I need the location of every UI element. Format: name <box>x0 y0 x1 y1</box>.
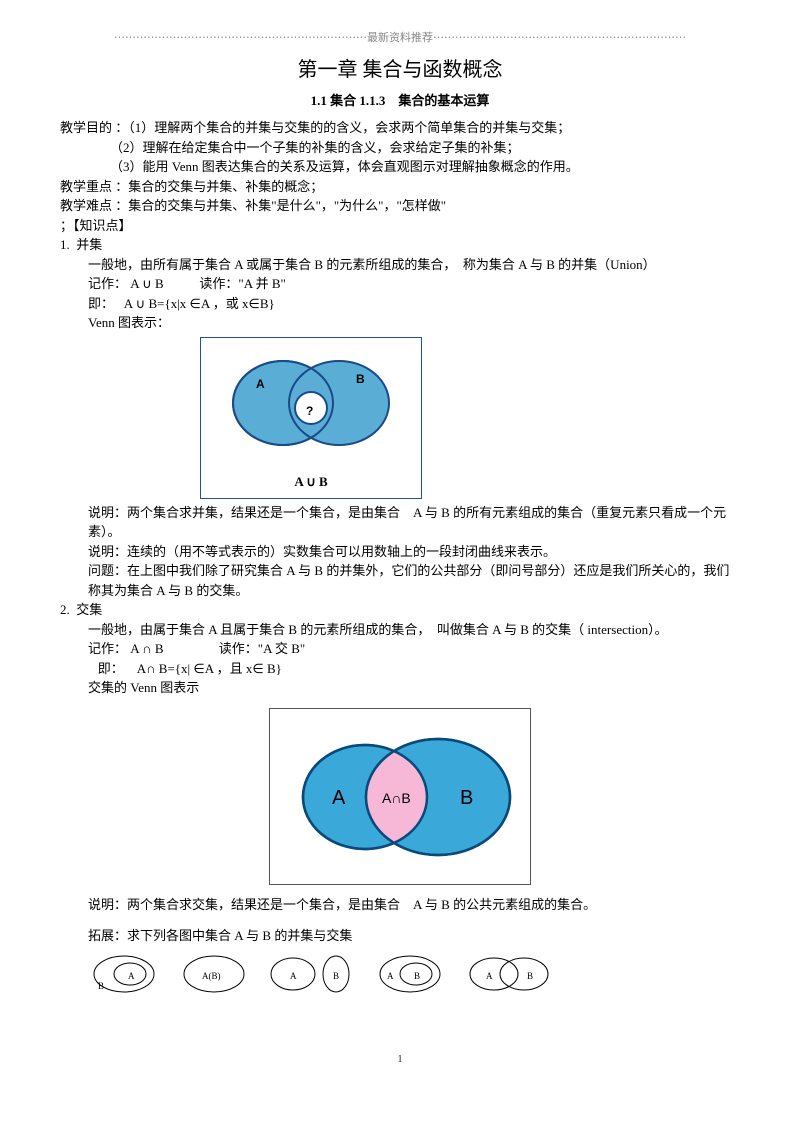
union-venn-label: Venn 图表示： <box>60 313 740 333</box>
intersection-notation: 记作： A ∩ B 读作："A 交 B" <box>60 639 740 659</box>
svg-text:B: B <box>527 971 533 981</box>
section-title: 1.1 集合 1.1.3 集合的基本运算 <box>60 91 740 111</box>
intersection-center-label: A∩B <box>382 790 411 806</box>
svg-text:A(B): A(B) <box>202 971 221 981</box>
objective-3: （3）能用 Venn 图表达集合的关系及运算，体会直观图示对理解抽象概念的作用。 <box>60 157 740 177</box>
svg-text:A: A <box>387 971 394 981</box>
intersection-header: 2. 交集 <box>60 600 740 620</box>
small-diagrams-row: BA A(B) AB AB AB <box>60 952 740 996</box>
union-caption: A ∪ B <box>201 472 421 492</box>
svg-text:B: B <box>414 971 420 981</box>
objective-2: （2）理解在给定集合中一个子集的补集的含义，会求给定子集的补集； <box>60 138 740 158</box>
knowledge-label: ；【知识点】 <box>60 216 740 236</box>
header-dotted: ⋯⋯⋯⋯⋯⋯⋯⋯⋯⋯⋯⋯⋯⋯⋯⋯⋯⋯⋯⋯⋯⋯⋯最新资料推荐⋯⋯⋯⋯⋯⋯⋯⋯⋯⋯⋯… <box>60 30 740 47</box>
union-label-a: A <box>256 377 265 391</box>
intersection-note1: 说明：两个集合求交集，结果还是一个集合，是由集合 A 与 B 的公共元素组成的集… <box>60 895 740 915</box>
svg-text:A: A <box>290 971 297 981</box>
small-venn-3: AB <box>268 952 356 996</box>
intersection-label-a: A <box>332 787 346 809</box>
intersection-extension: 拓展：求下列各图中集合 A 与 B 的并集与交集 <box>60 926 740 946</box>
intersection-label-b: B <box>460 787 473 809</box>
intersection-venn-label: 交集的 Venn 图表示 <box>60 678 740 698</box>
svg-text:B: B <box>98 981 104 991</box>
union-formula: 即： A ∪ B={x|x ∈A ，或 x∈B} <box>60 294 740 314</box>
chapter-title: 第一章 集合与函数概念 <box>60 55 740 85</box>
intersection-formula: 即： A∩ B={x| ∈A ，且 x∈ B} <box>60 659 740 679</box>
focus: 教学重点 ：集合的交集与并集、补集的概念； <box>60 177 740 197</box>
svg-text:A: A <box>128 971 135 981</box>
union-note1: 说明：两个集合求并集，结果还是一个集合，是由集合 A 与 B 的所有元素组成的集… <box>60 503 740 542</box>
intersection-venn-diagram: A B A∩B <box>269 708 531 885</box>
svg-text:A: A <box>486 971 493 981</box>
union-notation: 记作： A ∪ B 读作："A 并 B" <box>60 274 740 294</box>
union-qmark: ? <box>306 404 313 418</box>
small-venn-5: AB <box>464 952 552 996</box>
union-note2: 说明：连续的（用不等式表示的）实数集合可以用数轴上的一段封闭曲线来表示。 <box>60 542 740 562</box>
svg-text:B: B <box>333 971 339 981</box>
small-venn-1: BA <box>88 952 160 996</box>
union-note3: 问题：在上图中我们除了研究集合 A 与 B 的并集外，它们的公共部分（即问号部分… <box>60 561 740 600</box>
objectives: 教学目的 ：（1）理解两个集合的并集与交集的的含义，会求两个简单集合的并集与交集… <box>60 118 740 138</box>
union-def: 一般地，由所有属于集合 A 或属于集合 B 的元素所组成的集合， 称为集合 A … <box>60 255 740 275</box>
small-venn-4: AB <box>374 952 446 996</box>
union-venn-diagram: A B ? A ∪ B <box>200 337 422 499</box>
union-header: 1. 并集 <box>60 235 740 255</box>
intersection-def: 一般地，由属于集合 A 且属于集合 B 的元素所组成的集合， 叫做集合 A 与 … <box>60 620 740 640</box>
small-venn-2: A(B) <box>178 952 250 996</box>
difficulty: 教学难点 ：集合的交集与并集、补集"是什么"，"为什么"，"怎样做" <box>60 196 740 216</box>
page-number: 1 <box>0 1051 800 1068</box>
union-label-b: B <box>356 372 365 386</box>
